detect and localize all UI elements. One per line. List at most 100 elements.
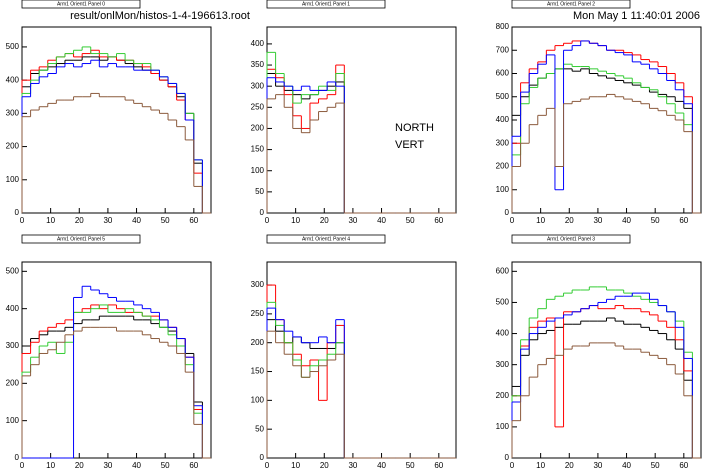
x-tick-label: 20 bbox=[565, 461, 574, 469]
frame bbox=[511, 26, 702, 214]
y-tick-label: 500 bbox=[6, 266, 20, 275]
x-tick-label: 60 bbox=[434, 216, 443, 225]
title-box bbox=[21, 234, 141, 244]
x-tick-label: 0 bbox=[20, 461, 25, 469]
y-tick-label: 200 bbox=[496, 162, 510, 171]
x-tick-label: 30 bbox=[103, 461, 112, 469]
x-tick-label: 40 bbox=[132, 216, 141, 225]
x-tick-label: 60 bbox=[434, 461, 443, 469]
y-tick-label: 300 bbox=[496, 138, 510, 147]
y-tick-label: 500 bbox=[6, 42, 20, 51]
frame bbox=[511, 261, 702, 459]
x-tick-label: 50 bbox=[651, 216, 660, 225]
y-tick-label: 0 bbox=[260, 208, 265, 217]
y-tick-label: 200 bbox=[251, 338, 265, 347]
x-tick-label: 0 bbox=[510, 216, 515, 225]
y-tick-label: 400 bbox=[496, 329, 510, 338]
x-tick-label: 40 bbox=[377, 461, 386, 469]
x-tick-label: 40 bbox=[622, 216, 631, 225]
file-name: result/onlMon/histos-1-4-196613.root bbox=[70, 10, 250, 22]
y-tick-label: 300 bbox=[6, 341, 20, 350]
y-tick-label: 250 bbox=[251, 309, 265, 318]
y-tick-label: 300 bbox=[251, 280, 265, 289]
panel-title: Arm1 Orient1 Panel 3 bbox=[547, 236, 595, 242]
y-tick-label: 200 bbox=[496, 391, 510, 400]
x-tick-label: 20 bbox=[75, 461, 84, 469]
title-box bbox=[511, 234, 631, 244]
y-tick-label: 100 bbox=[251, 166, 265, 175]
y-tick-label: 0 bbox=[505, 453, 510, 462]
x-tick-label: 20 bbox=[320, 216, 329, 225]
x-tick-label: 50 bbox=[161, 216, 170, 225]
x-tick-label: 10 bbox=[536, 216, 545, 225]
y-tick-label: 800 bbox=[496, 22, 510, 31]
x-tick-label: 40 bbox=[377, 216, 386, 225]
y-tick-label: 100 bbox=[6, 416, 20, 425]
x-tick-label: 60 bbox=[679, 461, 688, 469]
y-tick-label: 50 bbox=[255, 424, 264, 433]
y-tick-label: 700 bbox=[496, 45, 510, 54]
y-tick-label: 600 bbox=[496, 69, 510, 78]
x-tick-label: 10 bbox=[291, 216, 300, 225]
x-tick-label: 40 bbox=[132, 461, 141, 469]
x-tick-label: 60 bbox=[189, 461, 198, 469]
x-tick-label: 0 bbox=[265, 216, 270, 225]
y-tick-label: 400 bbox=[496, 115, 510, 124]
y-tick-label: 400 bbox=[6, 304, 20, 313]
panel-title: Arm1 Orient1 Panel 4 bbox=[302, 236, 350, 242]
timestamp: Mon May 1 11:40:01 2006 bbox=[573, 10, 700, 22]
y-tick-label: 0 bbox=[15, 453, 20, 462]
y-tick-label: 400 bbox=[6, 75, 20, 84]
y-tick-label: 300 bbox=[6, 108, 20, 117]
y-tick-label: 150 bbox=[251, 367, 265, 376]
y-tick-label: 0 bbox=[260, 453, 265, 462]
x-tick-label: 50 bbox=[651, 461, 660, 469]
title-box bbox=[266, 0, 386, 9]
x-tick-label: 20 bbox=[320, 461, 329, 469]
x-tick-label: 60 bbox=[189, 216, 198, 225]
x-tick-label: 30 bbox=[593, 461, 602, 469]
y-tick-label: 100 bbox=[496, 185, 510, 194]
y-tick-label: 100 bbox=[251, 395, 265, 404]
y-tick-label: 200 bbox=[6, 378, 20, 387]
y-tick-label: 150 bbox=[251, 145, 265, 154]
x-tick-label: 10 bbox=[291, 461, 300, 469]
x-tick-label: 30 bbox=[103, 216, 112, 225]
x-tick-label: 20 bbox=[565, 216, 574, 225]
panel-title: Arm1 Orient1 Panel 0 bbox=[57, 1, 105, 7]
panel-title: Arm1 Orient1 Panel 2 bbox=[547, 1, 595, 7]
y-tick-label: 500 bbox=[496, 298, 510, 307]
y-tick-label: 600 bbox=[496, 266, 510, 275]
x-tick-label: 10 bbox=[536, 461, 545, 469]
y-tick-label: 500 bbox=[496, 92, 510, 101]
y-tick-label: 350 bbox=[251, 60, 265, 69]
annotation: NORTH bbox=[395, 122, 434, 134]
frame bbox=[21, 261, 212, 459]
y-tick-label: 300 bbox=[251, 81, 265, 90]
y-tick-label: 100 bbox=[6, 175, 20, 184]
y-tick-label: 0 bbox=[15, 208, 20, 217]
x-tick-label: 0 bbox=[510, 461, 515, 469]
x-tick-label: 30 bbox=[348, 461, 357, 469]
y-tick-label: 100 bbox=[496, 422, 510, 431]
y-tick-label: 250 bbox=[251, 102, 265, 111]
x-tick-label: 10 bbox=[46, 461, 55, 469]
y-tick-label: 50 bbox=[255, 187, 264, 196]
title-box bbox=[21, 0, 141, 9]
y-tick-label: 300 bbox=[496, 360, 510, 369]
x-tick-label: 50 bbox=[406, 216, 415, 225]
x-tick-label: 10 bbox=[46, 216, 55, 225]
x-tick-label: 20 bbox=[75, 216, 84, 225]
y-tick-label: 400 bbox=[251, 39, 265, 48]
x-tick-label: 0 bbox=[265, 461, 270, 469]
x-tick-label: 40 bbox=[622, 461, 631, 469]
x-tick-label: 50 bbox=[406, 461, 415, 469]
y-tick-label: 200 bbox=[251, 124, 265, 133]
title-box bbox=[511, 0, 631, 9]
title-box bbox=[266, 234, 386, 244]
x-tick-label: 50 bbox=[161, 461, 170, 469]
y-tick-label: 200 bbox=[6, 142, 20, 151]
panel-title: Arm1 Orient1 Panel 5 bbox=[57, 236, 105, 242]
x-tick-label: 0 bbox=[20, 216, 25, 225]
